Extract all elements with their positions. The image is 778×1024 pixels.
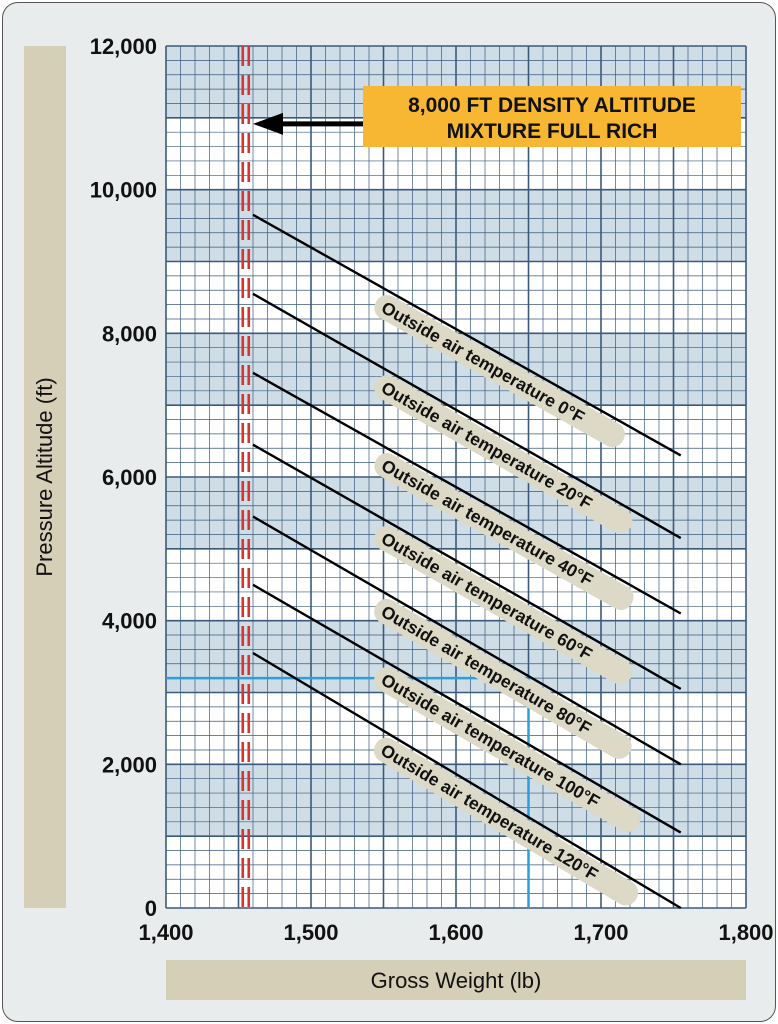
callout-arrow-head xyxy=(253,112,283,135)
y-tick-label: 0 xyxy=(145,896,157,921)
series-line xyxy=(252,515,682,766)
series-line xyxy=(252,651,682,910)
x-axis-label-band xyxy=(166,960,746,1000)
y-tick-label: 2,000 xyxy=(102,752,157,777)
callout-text: 8,000 FT DENSITY ALTITUDE xyxy=(408,94,696,117)
y-axis-label: Pressure Altitude (ft) xyxy=(32,377,57,576)
y-tick-label: 8,000 xyxy=(102,321,157,346)
series-lines xyxy=(252,213,682,910)
series-label-background xyxy=(374,667,641,833)
x-tick-label: 1,700 xyxy=(573,920,628,945)
y-tick-label: 6,000 xyxy=(102,465,157,490)
y-axis-label-band xyxy=(24,46,66,908)
y-tick-label: 12,000 xyxy=(90,34,157,59)
x-tick-label: 1,500 xyxy=(283,920,338,945)
series-line xyxy=(252,292,682,540)
series-line xyxy=(252,371,682,615)
callout-box xyxy=(363,86,741,147)
series-line xyxy=(252,583,682,834)
series-label-background xyxy=(374,599,632,759)
x-tick-label: 1,600 xyxy=(428,920,483,945)
y-tick-label: 4,000 xyxy=(102,609,157,634)
series-line xyxy=(252,213,682,457)
series-line xyxy=(252,443,682,690)
x-axis-label: Gross Weight (lb) xyxy=(371,968,542,993)
callout-text: MIXTURE FULL RICH xyxy=(447,120,658,143)
series-label-background xyxy=(374,453,634,610)
series-label-background xyxy=(374,375,633,534)
series-label-background xyxy=(374,295,625,448)
x-tick-label: 1,800 xyxy=(718,920,773,945)
x-tick-label: 1,400 xyxy=(138,920,193,945)
density-altitude-callout: 8,000 FT DENSITY ALTITUDE MIXTURE FULL RI… xyxy=(253,86,741,147)
series-label-background xyxy=(374,526,633,685)
tick-labels: 0 2,000 4,000 6,000 8,000 10,000 12,000 1,400 1,… xyxy=(90,34,774,945)
reference-lines xyxy=(166,676,530,908)
series-label-background xyxy=(373,737,639,906)
y-tick-label: 10,000 xyxy=(90,178,157,203)
